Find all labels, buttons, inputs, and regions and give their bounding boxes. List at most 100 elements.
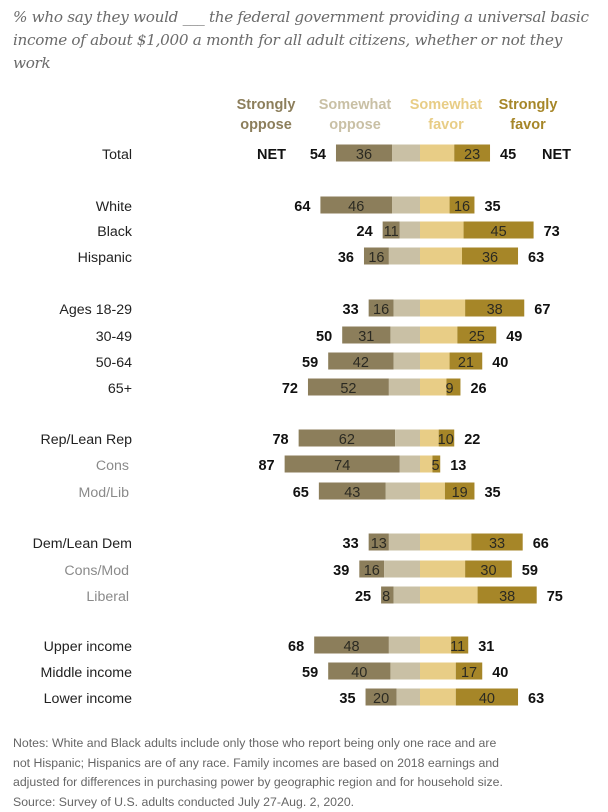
bar-somewhat-favor [420,196,450,214]
bar-strongly-oppose [314,636,389,654]
bar-somewhat-favor [420,533,472,551]
row-label: Upper income [44,639,132,655]
net-favor-value: 73 [544,224,560,240]
net-oppose-value: 24 [357,224,373,240]
value-strongly-oppose: 74 [334,458,350,474]
bar-strongly-oppose [335,144,392,162]
value-strongly-favor: 45 [491,224,507,240]
bar-strongly-oppose [368,299,394,317]
bar-strongly-oppose [328,352,394,370]
value-strongly-oppose: 8 [382,589,390,605]
net-oppose-value: 54 [310,147,326,163]
bar-somewhat-favor [420,662,456,680]
bar-somewhat-favor [420,299,466,317]
legend-label: oppose [240,117,292,133]
bar-strongly-oppose [318,482,386,500]
row-label: Cons/Mod [64,563,129,579]
row-label: Dem/Lean Dem [33,536,132,552]
value-strongly-oppose: 48 [343,639,359,655]
net-favor-value: 26 [470,381,486,397]
bar-strongly-favor [457,326,497,344]
row-label: Hispanic [78,250,132,266]
net-favor-value: 63 [528,250,544,266]
value-strongly-oppose: 16 [364,563,380,579]
bar-somewhat-oppose [388,247,420,265]
net-oppose-value: 33 [343,302,359,318]
net-favor-value: 35 [484,485,500,501]
net-oppose-value: 59 [302,665,318,681]
net-favor-value: 40 [492,355,508,371]
bar-strongly-favor [454,144,491,162]
bar-somewhat-oppose [388,636,420,654]
net-oppose-value: 68 [288,639,304,655]
value-strongly-oppose: 52 [340,381,356,397]
legend-label: Strongly [237,97,296,113]
bar-somewhat-favor [420,586,478,604]
value-strongly-favor: 38 [499,589,515,605]
value-strongly-favor: 21 [458,355,474,371]
bar-somewhat-oppose [388,378,420,396]
legend-label: Somewhat [410,97,483,113]
net-favor-value: 31 [478,639,494,655]
net-oppose-value: 64 [294,199,310,215]
bar-strongly-favor [463,221,534,239]
value-strongly-oppose: 46 [348,199,364,215]
bar-strongly-oppose [328,662,391,680]
bar-somewhat-oppose [399,455,420,473]
value-strongly-oppose: 16 [368,250,384,266]
bar-somewhat-favor [420,482,445,500]
net-oppose-value: 87 [258,458,274,474]
net-favor-value: 13 [450,458,466,474]
diverging-bar-chart: Strongly oppose Somewhat oppose Somewhat favo… [33,97,572,707]
bar-strongly-oppose [342,326,391,344]
bar-strongly-favor [477,586,537,604]
value-strongly-oppose: 62 [339,432,355,448]
bar-strongly-oppose [381,586,394,604]
row-label: 65+ [108,381,132,397]
net-oppose-value: 39 [333,563,349,579]
net-label-right: NET [542,147,571,163]
bar-somewhat-favor [420,455,433,473]
row-label: 50-64 [96,355,132,371]
value-strongly-oppose: 40 [351,665,367,681]
bar-somewhat-oppose [391,196,420,214]
value-strongly-oppose: 11 [384,224,399,240]
row-label: White [96,199,132,215]
net-favor-value: 45 [500,147,516,163]
note-line: Notes: White and Black adults include on… [13,736,497,750]
value-strongly-favor: 40 [479,691,495,707]
bar-strongly-oppose [359,560,385,578]
bar-strongly-favor [446,378,461,396]
bar-somewhat-favor [420,144,455,162]
bar-strongly-favor [449,352,483,370]
row-label: Liberal [86,589,129,605]
legend-label: Strongly [499,97,558,113]
net-oppose-value: 36 [338,250,354,266]
bar-somewhat-favor [420,688,456,706]
row-label: Cons [96,458,129,474]
net-label-left: NET [257,147,286,163]
net-favor-value: 59 [522,563,538,579]
net-favor-value: 66 [533,536,549,552]
value-strongly-favor: 33 [489,536,505,552]
chart-title: % who say they would ___ the federal gov… [13,8,589,72]
bar-strongly-oppose [284,455,400,473]
value-strongly-favor: 11 [450,639,465,655]
bar-somewhat-favor [420,560,466,578]
bar-strongly-oppose [368,533,389,551]
value-strongly-favor: 10 [438,432,454,448]
row-label: Black [97,224,133,240]
bar-somewhat-favor [420,378,447,396]
bar-strongly-favor [455,688,519,706]
bar-strongly-oppose [365,688,397,706]
net-favor-value: 40 [492,665,508,681]
value-strongly-oppose: 43 [344,485,360,501]
bar-somewhat-favor [420,221,464,239]
net-oppose-value: 50 [316,329,332,345]
value-strongly-oppose: 13 [371,536,387,552]
bar-strongly-favor [449,196,475,214]
bar-strongly-favor [444,482,475,500]
value-strongly-favor: 23 [464,147,480,163]
net-favor-value: 49 [506,329,522,345]
bar-strongly-favor [432,455,441,473]
